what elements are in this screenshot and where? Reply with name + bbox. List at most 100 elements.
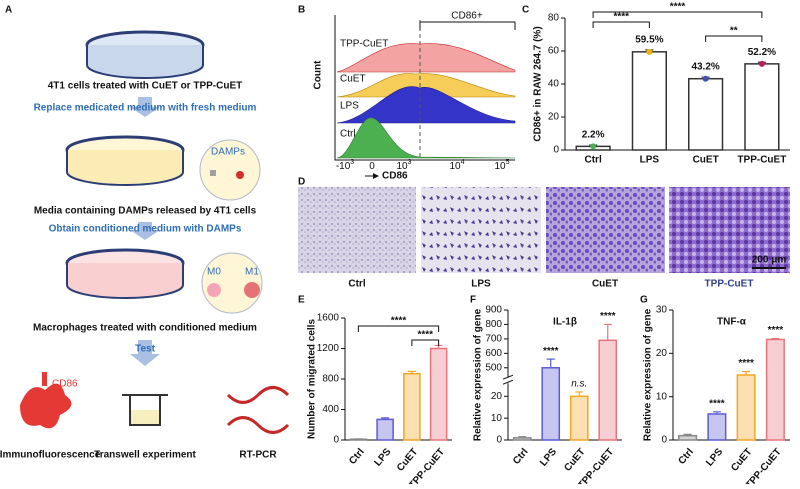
tick-base: 10 bbox=[449, 161, 461, 172]
micrograph bbox=[421, 187, 541, 273]
x-tick-label: CuET bbox=[729, 447, 754, 474]
chart-title: IL-1β bbox=[553, 317, 577, 328]
icon bbox=[131, 410, 159, 424]
annotation: **** bbox=[709, 398, 725, 409]
tick-exp: 3 bbox=[350, 159, 354, 166]
y-tick-label: 800 bbox=[322, 374, 339, 385]
micrograph bbox=[298, 187, 416, 273]
x-tick-label: Ctrl bbox=[585, 155, 602, 166]
x-label: CD86 bbox=[382, 171, 408, 182]
bar bbox=[737, 375, 755, 440]
bar bbox=[404, 374, 420, 440]
bar bbox=[431, 349, 447, 441]
histogram bbox=[337, 118, 515, 158]
y-label: Relative expression of gene bbox=[643, 308, 654, 441]
tick-exp: 3 bbox=[408, 159, 412, 166]
bar bbox=[745, 64, 779, 150]
value-label: 59.5% bbox=[635, 34, 663, 45]
damps-label: DAMPs bbox=[211, 147, 245, 158]
panel-b: B CD86+ TPP-CuET CuET LPS Ctrl Count CD8… bbox=[298, 5, 515, 182]
cell-icon bbox=[20, 384, 71, 429]
annotation: **** bbox=[768, 325, 784, 336]
y-tick-label: 0 bbox=[333, 435, 339, 446]
step-text: 4T1 cells treated with CuET or TPP-CuET bbox=[48, 81, 242, 92]
icon bbox=[42, 372, 47, 386]
image-label: CuET bbox=[592, 279, 618, 290]
x-tick-label: 0 bbox=[369, 161, 375, 172]
y-tick-label: 60 bbox=[548, 46, 560, 57]
image-label: LPS bbox=[471, 279, 491, 290]
arrow-text: Test bbox=[135, 344, 155, 355]
y-label: Relative expression of gene bbox=[473, 308, 484, 441]
tick-base: 0 bbox=[369, 161, 375, 172]
dish bbox=[87, 45, 203, 78]
dna-icon bbox=[228, 388, 288, 433]
tick-exp: 4 bbox=[461, 159, 465, 166]
x-tick-label: LPS bbox=[640, 155, 660, 166]
x-tick-label: LPS bbox=[538, 446, 559, 468]
panel-label: C bbox=[522, 5, 529, 16]
x-tick-label: LPS bbox=[704, 446, 725, 468]
y-tick-label: 20 bbox=[656, 348, 668, 359]
annotation: **** bbox=[543, 346, 559, 357]
icon bbox=[207, 283, 221, 297]
bar bbox=[689, 79, 723, 150]
bracket bbox=[412, 340, 439, 346]
x-tick-label: 104 bbox=[449, 159, 464, 172]
panel-label: A bbox=[5, 5, 12, 16]
y-tick-label: 0 bbox=[553, 145, 559, 156]
error-bar bbox=[547, 359, 555, 368]
panel-label: B bbox=[298, 5, 305, 16]
panel-label: E bbox=[298, 295, 305, 306]
y-tick-label: 40 bbox=[548, 79, 560, 90]
arrow-text: Obtain conditioned medium with DAMPs bbox=[49, 224, 242, 235]
x-tick-label: Ctrl bbox=[511, 446, 531, 466]
gate-label: CD86+ bbox=[451, 11, 483, 22]
test-label: Transwell experiment bbox=[94, 450, 196, 461]
y-tick-label: 400 bbox=[322, 404, 339, 415]
bar bbox=[599, 340, 616, 440]
bar bbox=[708, 414, 726, 440]
icon bbox=[210, 170, 216, 176]
x-tick-label: CuET bbox=[562, 447, 587, 474]
annotation: **** bbox=[600, 311, 616, 322]
x-tick-label: CuET bbox=[395, 447, 420, 474]
y-tick-label: 0 bbox=[496, 435, 502, 446]
sample-label: LPS bbox=[340, 101, 359, 112]
y-tick-label: 20 bbox=[491, 391, 503, 402]
step-text: Media containing DAMPs released by 4T1 c… bbox=[34, 206, 257, 217]
bar bbox=[767, 339, 785, 440]
scale-bar-label: 200 μm bbox=[752, 255, 787, 266]
x-tick-label: Ctrl bbox=[347, 446, 367, 466]
panel-a: A 4T1 cells treated with CuET or TPP-CuE… bbox=[0, 5, 288, 461]
data-point bbox=[590, 143, 596, 149]
y-tick-label: 1200 bbox=[317, 343, 340, 354]
data-point bbox=[759, 61, 765, 67]
y-tick-label: 10 bbox=[656, 391, 668, 402]
bar bbox=[542, 368, 559, 440]
y-tick-label: 80 bbox=[548, 13, 560, 24]
bar bbox=[377, 419, 393, 440]
m0-label: M0 bbox=[207, 267, 221, 278]
image-label: Ctrl bbox=[348, 279, 365, 290]
cd86-label: CD86 bbox=[52, 379, 78, 390]
icon bbox=[236, 171, 244, 179]
tick-base: -10 bbox=[336, 161, 351, 172]
annotation: ** bbox=[730, 26, 738, 37]
panel-label: G bbox=[640, 295, 648, 306]
step-text: Macrophages treated with conditioned med… bbox=[33, 323, 257, 334]
y-tick-label: 800 bbox=[485, 319, 502, 330]
test-label: RT-PCR bbox=[239, 450, 277, 461]
y-tick-label: 900 bbox=[485, 305, 502, 316]
tick-base: 10 bbox=[494, 161, 506, 172]
test-label: Immunofluorescence bbox=[0, 450, 101, 461]
y-tick-label: 30 bbox=[656, 305, 668, 316]
annotation: **** bbox=[613, 12, 629, 23]
sample-label: TPP-CuET bbox=[340, 39, 388, 50]
y-tick-label: 20 bbox=[548, 112, 560, 123]
y-tick-label: 1600 bbox=[317, 313, 340, 324]
x-tick-label: LPS bbox=[373, 446, 394, 468]
x-tick-label: 105 bbox=[494, 159, 509, 172]
arrow-text: Replace medicated medium with fresh medi… bbox=[34, 103, 257, 114]
